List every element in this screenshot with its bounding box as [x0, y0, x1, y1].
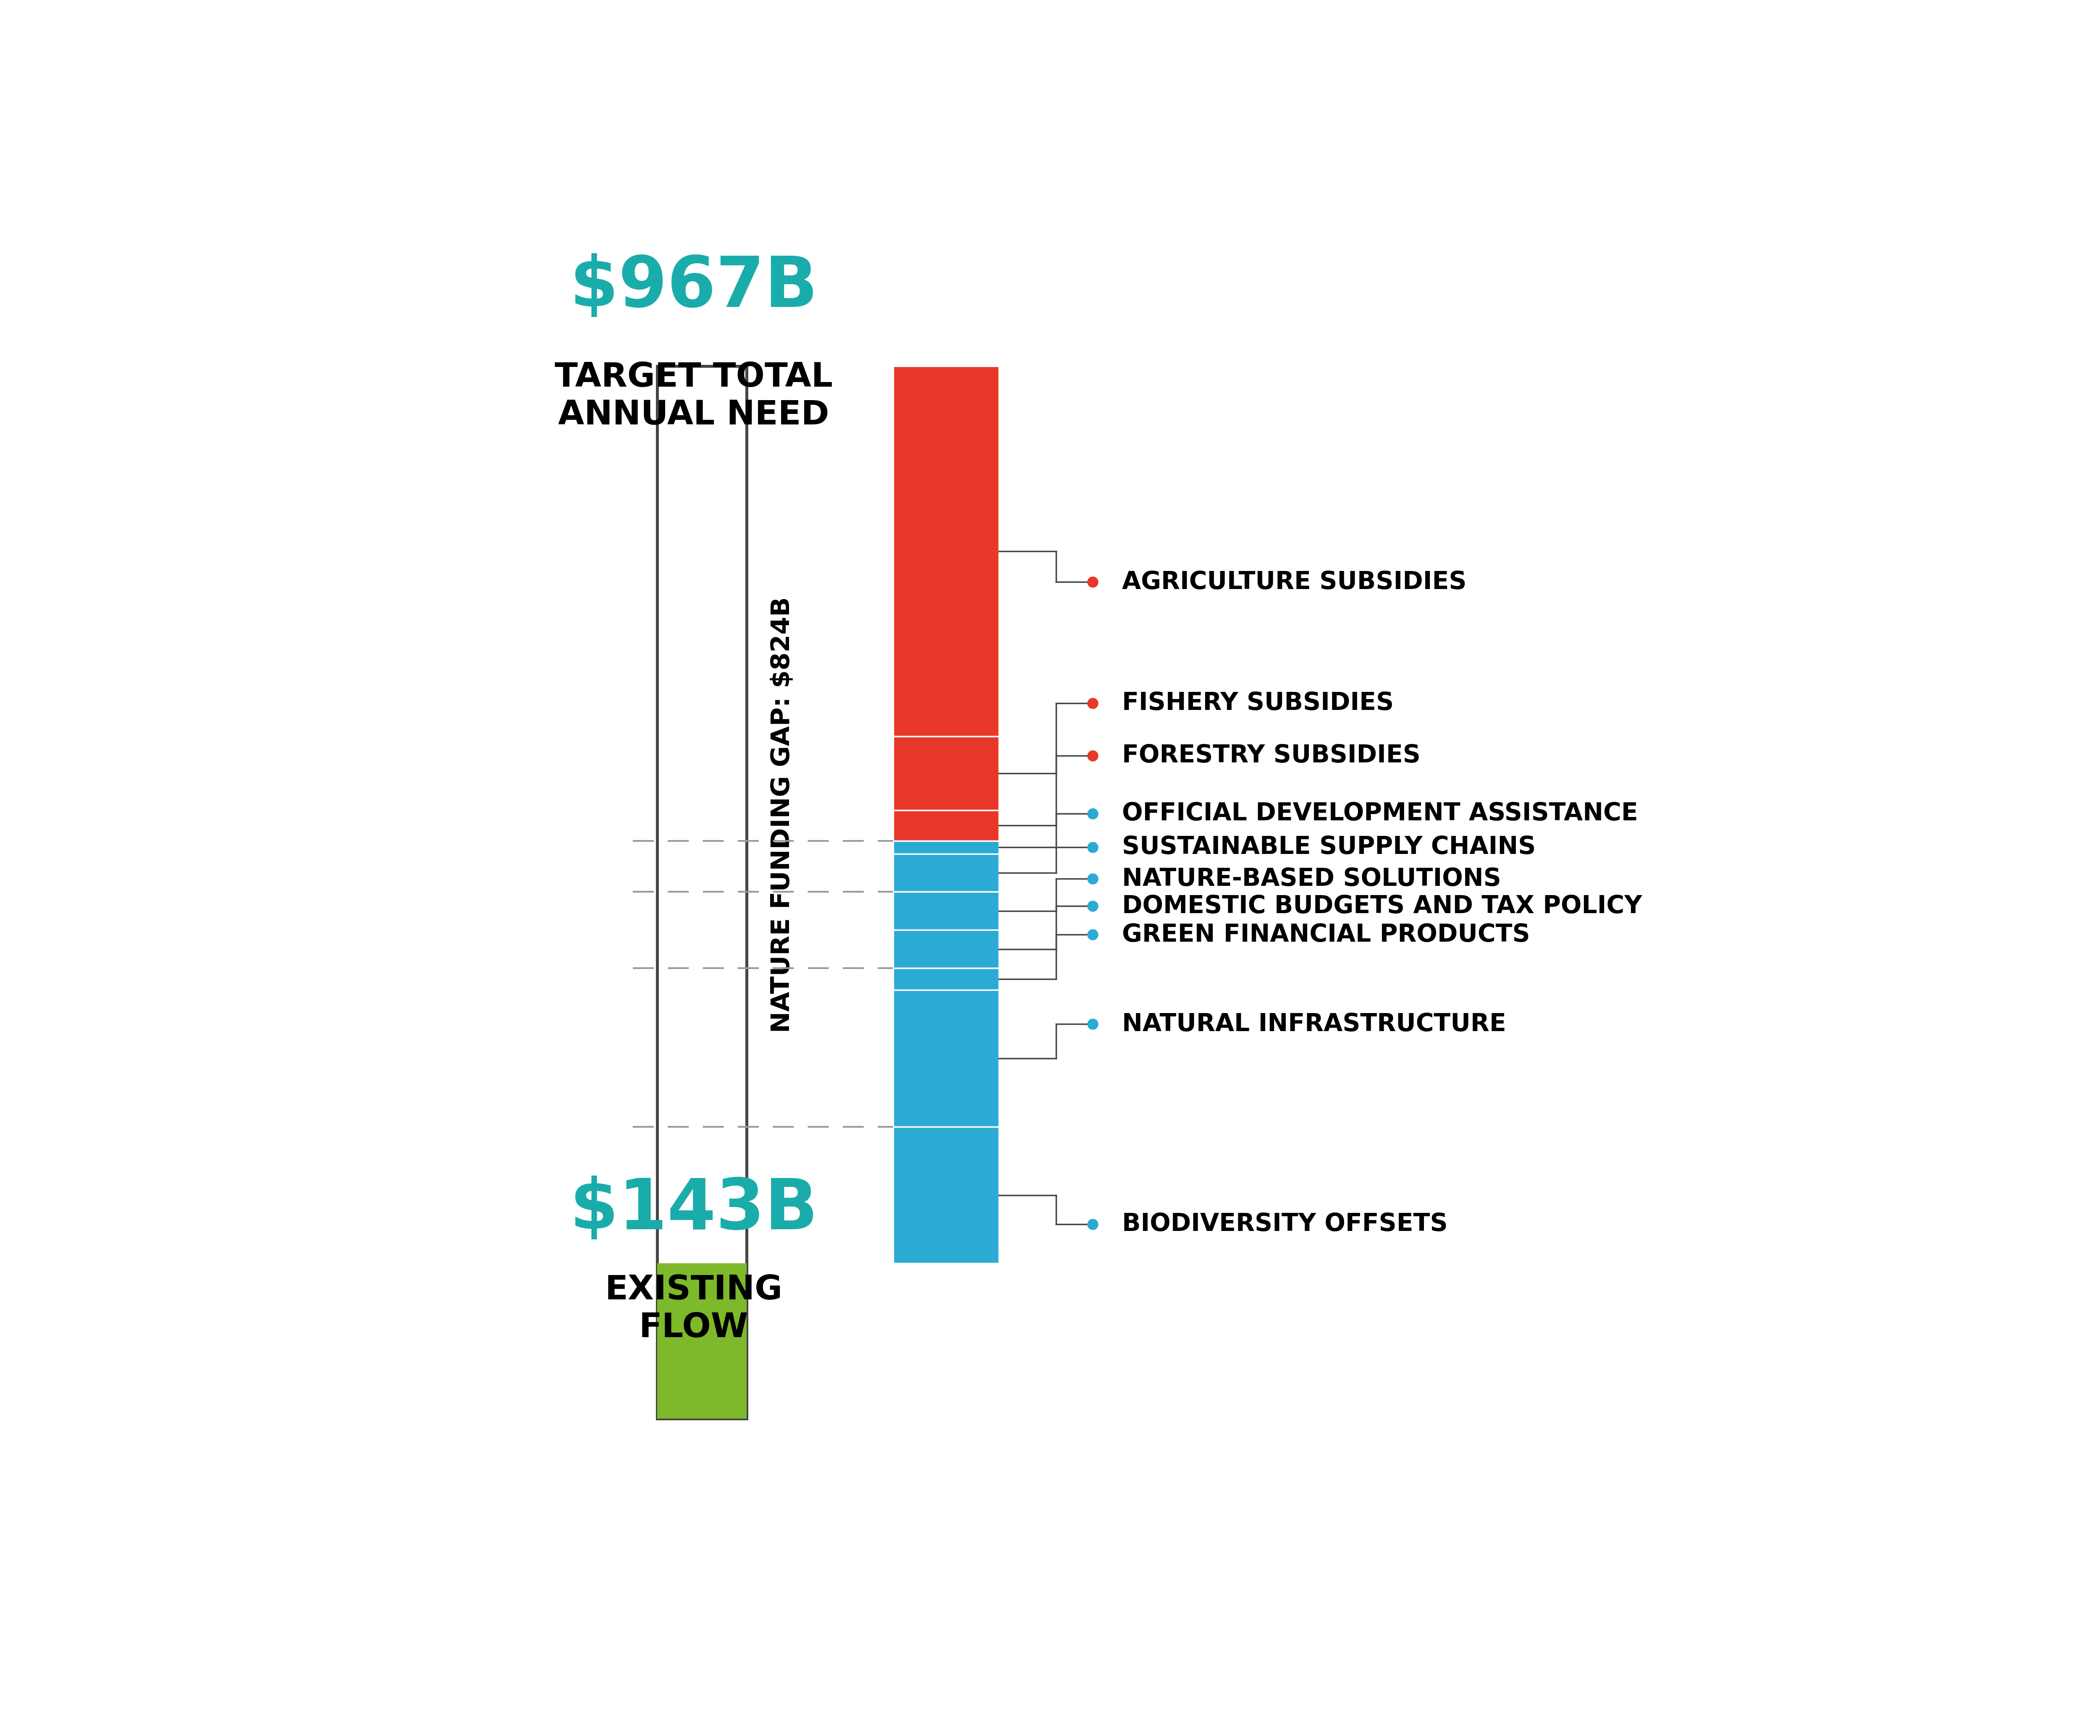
Text: AGRICULTURE SUBSIDIES: AGRICULTURE SUBSIDIES: [1121, 569, 1466, 594]
Text: OFFICIAL DEVELOPMENT ASSISTANCE: OFFICIAL DEVELOPMENT ASSISTANCE: [1121, 802, 1638, 826]
Text: NATURAL INFRASTRUCTURE: NATURAL INFRASTRUCTURE: [1121, 1012, 1506, 1036]
Bar: [892, 990, 1000, 1127]
Bar: [892, 854, 1000, 892]
Text: DOMESTIC BUDGETS AND TAX POLICY: DOMESTIC BUDGETS AND TAX POLICY: [1121, 894, 1642, 918]
Bar: [657, 1264, 748, 1418]
Text: SUSTAINABLE SUPPLY CHAINS: SUSTAINABLE SUPPLY CHAINS: [1121, 835, 1535, 859]
Bar: [892, 840, 1000, 854]
Bar: [892, 892, 1000, 930]
Bar: [892, 969, 1000, 990]
Text: NATURE FUNDING GAP: $824B: NATURE FUNDING GAP: $824B: [771, 597, 796, 1033]
Text: GREEN FINANCIAL PRODUCTS: GREEN FINANCIAL PRODUCTS: [1121, 922, 1529, 946]
Text: EXISTING
FLOW: EXISTING FLOW: [605, 1274, 783, 1344]
Bar: [892, 930, 1000, 969]
Bar: [892, 1127, 1000, 1264]
Text: BIODIVERSITY OFFSETS: BIODIVERSITY OFFSETS: [1121, 1212, 1447, 1236]
Text: NATURE-BASED SOLUTIONS: NATURE-BASED SOLUTIONS: [1121, 866, 1501, 891]
Bar: [892, 366, 1000, 736]
Text: $143B: $143B: [569, 1175, 817, 1245]
Bar: [657, 366, 748, 1418]
Bar: [892, 811, 1000, 840]
Text: FISHERY SUBSIDIES: FISHERY SUBSIDIES: [1121, 691, 1394, 715]
Text: TARGET TOTAL
ANNUAL NEED: TARGET TOTAL ANNUAL NEED: [554, 361, 834, 432]
Text: $967B: $967B: [569, 253, 817, 321]
Bar: [892, 736, 1000, 811]
Text: FORESTRY SUBSIDIES: FORESTRY SUBSIDIES: [1121, 743, 1420, 767]
